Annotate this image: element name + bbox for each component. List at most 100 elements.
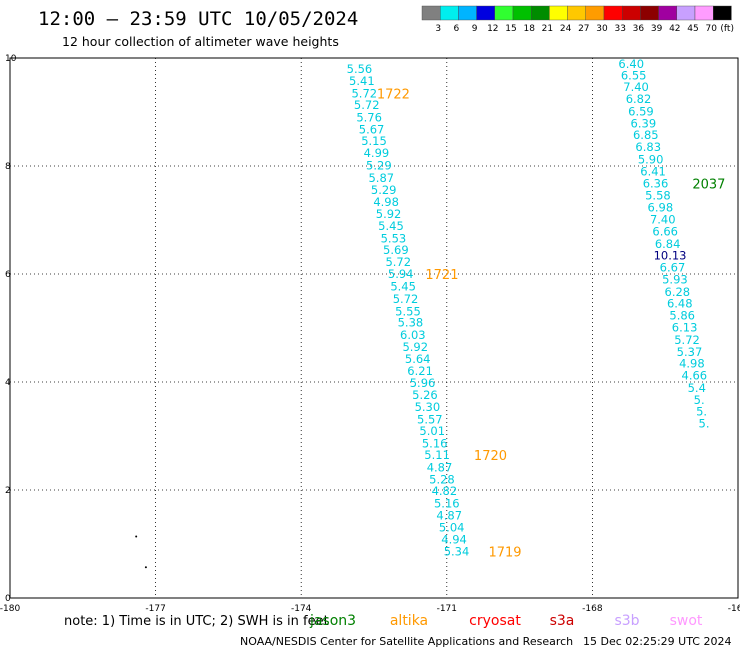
- swh-value: 5.28: [429, 473, 455, 487]
- swh-value: 5.4: [688, 381, 706, 395]
- swh-value: 6.83: [635, 140, 661, 154]
- swh-value: 4.87: [427, 460, 453, 474]
- x-tick-label: -177: [145, 604, 165, 614]
- swh-value: 5.37: [677, 345, 703, 359]
- swh-value: 5.38: [398, 316, 424, 330]
- swh-value: 5.45: [390, 279, 416, 293]
- legend-swatch: [622, 5, 641, 21]
- swh-value: 5.76: [356, 110, 382, 124]
- satellite-name: cryosat: [469, 613, 521, 629]
- swh-value: 5.26: [412, 388, 438, 402]
- swh-value: 5.90: [638, 153, 664, 167]
- y-tick-label: 6: [5, 270, 11, 280]
- swh-value: 4.99: [364, 146, 390, 160]
- track-dot: [135, 535, 138, 538]
- satellite-name: jason3: [309, 613, 356, 629]
- swh-value: 4.94: [441, 533, 467, 547]
- swh-value: 6.98: [648, 201, 674, 215]
- legend-label: 33: [614, 24, 625, 34]
- legend-label: 30: [596, 24, 608, 34]
- legend-label: 27: [578, 24, 589, 34]
- swh-value: 5.87: [368, 171, 394, 185]
- swh-value: 4.98: [679, 357, 705, 371]
- swh-value: 5.56: [347, 62, 373, 76]
- satellite-legend: jason3 altika cryosat s3a s3b swot: [309, 613, 703, 629]
- footer-timestamp: 15 Dec 02:25:29 UTC 2024: [583, 635, 731, 648]
- x-tick-label: -168: [582, 604, 603, 614]
- legend-label: 6: [454, 24, 460, 34]
- time-label: 1721: [425, 268, 458, 283]
- swh-value: 5.53: [381, 231, 407, 245]
- swh-value: 6.03: [400, 328, 426, 342]
- footer-org: NOAA/NESDIS Center for Satellite Applica…: [240, 635, 573, 648]
- swh-value: 5.45: [378, 219, 404, 233]
- swh-value: 6.85: [633, 128, 659, 142]
- legend-swatch: [658, 5, 677, 21]
- legend-unit: (ft): [720, 24, 734, 34]
- legend-label: 12: [487, 24, 498, 34]
- swh-value: 5.57: [417, 412, 443, 426]
- swh-value: 7.40: [623, 80, 649, 94]
- swh-value: 5.55: [395, 304, 421, 318]
- swh-value: 5.86: [669, 309, 695, 323]
- swh-value: 6.36: [643, 176, 669, 190]
- swh-value: 5.72: [385, 255, 411, 269]
- dots: [135, 535, 147, 569]
- chart-subtitle: 12 hour collection of altimeter wave hei…: [62, 34, 339, 49]
- swh-value: 5.72: [354, 98, 380, 112]
- swh-value: 5.69: [383, 243, 409, 257]
- y-tick-label: 4: [5, 378, 11, 388]
- time-labels: 1722 1721 1720 1719 2037: [377, 88, 726, 561]
- swh-value: 4.98: [373, 195, 399, 209]
- satellite-name: altika: [390, 613, 428, 629]
- swh-value: 5.: [696, 405, 707, 419]
- wave-height-values: 5.565.415.725.725.765.675.154.995.295.87…: [347, 57, 710, 559]
- x-tick-label: -180: [0, 604, 20, 614]
- legend-label: 70: [705, 24, 717, 34]
- legend-swatch: [512, 5, 532, 21]
- swh-value: 6.59: [628, 104, 654, 118]
- time-label: 1720: [474, 449, 507, 464]
- legend-label: 45: [687, 24, 698, 34]
- swh-value: 5.72: [674, 333, 700, 347]
- legend-swatch: [676, 5, 696, 21]
- swh-value: 5.16: [422, 437, 448, 451]
- legend-label: 42: [669, 24, 680, 34]
- swh-value: 5.58: [645, 189, 671, 203]
- legend-label: 39: [651, 24, 663, 34]
- legend-swatch: [494, 5, 514, 21]
- legend-label: 3: [435, 24, 441, 34]
- y-tick-label: 2: [5, 486, 11, 496]
- legend-label: 18: [523, 24, 535, 34]
- swh-value: 6.66: [652, 224, 678, 238]
- y-tick-label: 10: [5, 54, 17, 64]
- legend-swatch: [531, 5, 550, 21]
- legend-label: 36: [633, 24, 645, 34]
- swh-value: 10.13: [654, 249, 687, 263]
- swh-value: 6.41: [640, 164, 666, 178]
- swh-value: 5.41: [349, 74, 375, 88]
- y-tick-label: 0: [5, 594, 11, 604]
- swh-value: 5.96: [410, 376, 436, 390]
- swh-value: 5.72: [351, 87, 377, 101]
- legend-label: 21: [542, 24, 553, 34]
- swh-value: 6.28: [665, 285, 691, 299]
- swh-value: 5.92: [402, 340, 428, 354]
- swh-value: 6.48: [667, 297, 693, 311]
- color-legend: 3 6 9 12 15 18 21 24 27 30 33 36 39 42 45 70 (ft): [421, 5, 734, 34]
- legend-swatch: [440, 5, 459, 21]
- grid-lines: [10, 58, 738, 598]
- swh-value: 5.29: [371, 183, 397, 197]
- axis-ticks: -180 -177 -174 -171 -168 -165 0 2 4 6 8 10: [0, 54, 740, 614]
- legend-swatch: [640, 5, 659, 21]
- satellite-name: s3b: [614, 613, 639, 629]
- swh-value: 5.: [694, 393, 705, 407]
- swh-value: 5.15: [361, 134, 387, 148]
- swh-value: 5.01: [419, 424, 445, 438]
- swh-value: 4.66: [682, 369, 708, 383]
- swh-value: 5.67: [359, 122, 385, 136]
- swh-value: 6.55: [621, 68, 647, 82]
- swh-value: 6.21: [407, 364, 433, 378]
- note-text: note: 1) Time is in UTC; 2) SWH is in fe…: [64, 614, 329, 629]
